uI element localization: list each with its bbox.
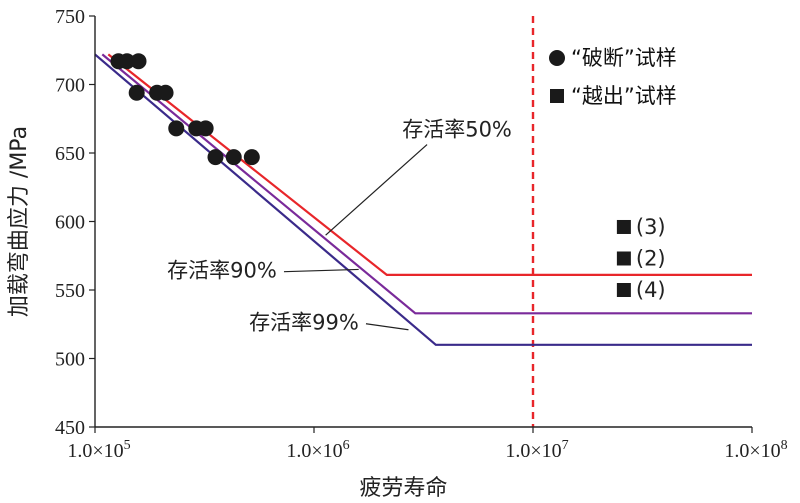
y-tick-label: 650 (55, 143, 85, 165)
fracture-point (128, 84, 145, 101)
leader-line-s99 (365, 323, 409, 331)
y-tick-label: 700 (55, 75, 85, 97)
legend-circle-icon (549, 50, 565, 66)
y-tick-label: 600 (55, 212, 85, 234)
curve-s99 (94, 53, 752, 346)
curve-annotations: 存活率50% 存活率90% 存活率99% (167, 118, 512, 335)
x-axis-label: 疲劳寿命 (359, 476, 447, 501)
axes: 450 500 550 600 650 700 750 1.0×105 1.0×106 1.0×1… (55, 6, 788, 462)
runout-label: (4) (636, 278, 666, 302)
runout-point (616, 283, 631, 297)
legend-label: “越出”试样 (571, 84, 677, 108)
x-tick-label: 1.0×105 (67, 438, 130, 462)
x-tick-label: 1.0×106 (286, 438, 349, 462)
y-tick-label: 750 (55, 6, 85, 28)
data-points: (3) (2) (4) (110, 53, 666, 302)
fracture-point (130, 53, 147, 70)
fracture-point (157, 84, 174, 101)
legend-square-icon (550, 89, 564, 103)
y-tick-label: 550 (55, 280, 85, 302)
x-tick-label: 1.0×107 (505, 438, 568, 462)
curve-label-s50: 存活率50% (402, 118, 512, 142)
fracture-point (225, 149, 242, 166)
x-tick-label: 1.0×108 (724, 438, 787, 462)
fracture-point (243, 149, 260, 166)
curve-label-s90: 存活率90% (167, 259, 277, 283)
curve-s90 (101, 53, 752, 315)
y-tick-label: 500 (55, 349, 85, 371)
legend: “破断”试样 “越出”试样 (549, 46, 677, 108)
leader-line-s90 (283, 268, 359, 273)
leader-line-s50 (325, 144, 428, 236)
fracture-point (197, 120, 214, 137)
runout-label: (3) (636, 215, 666, 239)
legend-label: “破断”试样 (571, 46, 677, 70)
fracture-point (168, 120, 185, 137)
curve-label-s99: 存活率99% (249, 311, 359, 335)
fracture-point (119, 53, 136, 70)
y-axis-label: 加载弯曲应力 /MPa (7, 126, 32, 317)
runout-point (616, 251, 631, 266)
y-tick-label: 450 (55, 417, 85, 439)
runout-point (616, 219, 631, 234)
fracture-point (207, 149, 224, 166)
runout-label: (2) (636, 246, 666, 270)
